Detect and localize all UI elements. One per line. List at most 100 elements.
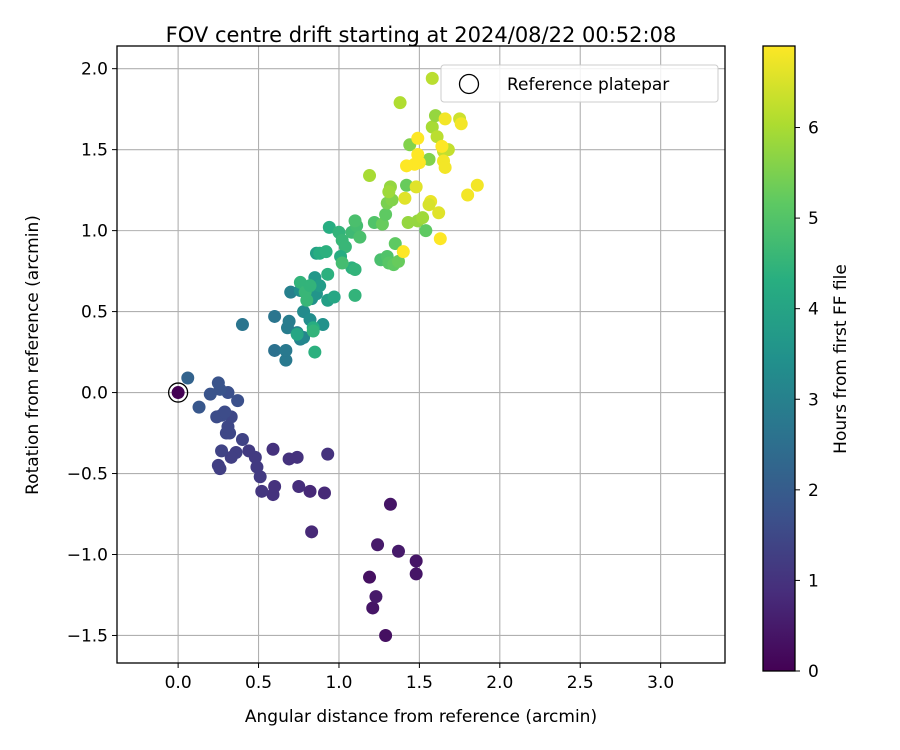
x-axis-label: Angular distance from reference (arcmin) — [245, 707, 597, 727]
scatter-point — [224, 450, 238, 464]
x-tick-label: 3.0 — [647, 673, 674, 693]
colorbar-gradient — [762, 45, 796, 672]
scatter-point — [203, 387, 217, 401]
scatter-point — [382, 185, 396, 199]
scatter-point — [284, 285, 298, 299]
legend-box — [440, 64, 719, 103]
scatter-point — [400, 178, 414, 192]
scatter-point — [369, 590, 383, 604]
scatter-point — [348, 262, 362, 276]
scatter-point — [215, 444, 229, 458]
scatter-point — [401, 216, 415, 230]
reference-point — [167, 382, 189, 403]
y-axis-label: Rotation from reference (arcmin) — [23, 215, 43, 495]
colorbar: 0 1 2 3 4 5 6 Hours from first FF file — [762, 45, 851, 682]
scatter-point — [353, 230, 367, 244]
scatter-point — [322, 220, 336, 234]
scatter-point — [303, 484, 317, 498]
scatter-point — [242, 444, 256, 458]
scatter-point — [391, 254, 405, 268]
legend-label: Reference platepar — [507, 75, 669, 95]
scatter-point — [398, 191, 412, 205]
colorbar-tick-label: 5 — [808, 209, 819, 229]
scatter-point — [327, 290, 341, 304]
plot-frame — [116, 45, 726, 664]
colorbar-tick-label: 6 — [808, 119, 819, 139]
colorbar-tick-label: 0 — [808, 662, 819, 682]
scatter-point — [192, 400, 206, 414]
scatter-point — [383, 497, 397, 511]
scatter-point — [433, 232, 447, 246]
y-axis-ticks: −1.5 −1.0 −0.5 0.0 0.5 1.0 1.5 2.0 — [67, 60, 117, 646]
y-tick-label: −0.5 — [67, 465, 108, 485]
scatter-point — [348, 214, 362, 228]
scatter-point — [335, 256, 349, 270]
scatter-point — [416, 211, 430, 225]
scatter-point — [308, 345, 322, 359]
scatter-point — [317, 486, 331, 500]
y-tick-label: 0.5 — [81, 303, 108, 323]
scatter-point — [388, 237, 402, 251]
scatter-point — [409, 554, 423, 568]
legend: Reference platepar — [440, 64, 719, 103]
x-tick-label: 2.5 — [567, 673, 594, 693]
x-tick-label: 0.5 — [245, 673, 272, 693]
scatter-point — [438, 160, 452, 174]
colorbar-tick-label: 1 — [808, 571, 819, 591]
scatter-point — [432, 206, 446, 220]
colorbar-tick-label: 3 — [808, 390, 819, 410]
scatter-point — [454, 117, 468, 131]
scatter-point — [266, 442, 280, 456]
scatter-point — [319, 245, 333, 259]
scatter-point — [231, 394, 245, 408]
scatter-point — [213, 462, 227, 476]
colorbar-tick-label: 2 — [808, 481, 819, 501]
x-axis-ticks: 0.0 0.5 1.0 1.5 2.0 2.5 3.0 — [165, 663, 674, 693]
scatter-point — [409, 567, 423, 581]
scatter-point — [409, 180, 423, 194]
scatter-point — [250, 460, 264, 474]
chart-title: FOV centre drift starting at 2024/08/22 … — [166, 23, 677, 47]
x-tick-label: 1.5 — [406, 673, 433, 693]
scatter-point — [419, 224, 433, 238]
y-tick-label: −1.0 — [67, 545, 108, 565]
y-tick-label: −1.5 — [67, 626, 108, 646]
scatter-point — [411, 131, 425, 145]
scatter-point — [461, 188, 475, 202]
scatter-point — [279, 343, 293, 357]
scatter-point — [435, 139, 449, 153]
data-points — [171, 71, 484, 642]
scatter-point — [282, 314, 296, 328]
scatter-point — [470, 178, 484, 192]
scatter-point — [306, 324, 320, 338]
scatter-point — [425, 120, 439, 134]
scatter-point — [235, 433, 249, 447]
x-tick-label: 0.0 — [165, 673, 192, 693]
scatter-point — [282, 452, 296, 466]
scatter-point — [305, 525, 319, 539]
scatter-point — [366, 601, 380, 615]
y-tick-label: 1.0 — [81, 222, 108, 242]
scatter-point — [279, 353, 293, 367]
x-tick-label: 1.0 — [325, 673, 352, 693]
scatter-point — [391, 544, 405, 558]
scatter-point — [290, 327, 304, 341]
scatter-point — [438, 112, 452, 126]
scatter-point — [218, 405, 232, 419]
scatter-point — [371, 538, 385, 552]
scatter-point — [363, 169, 377, 183]
reference-marker — [167, 382, 189, 403]
scatter-point — [211, 376, 225, 390]
legend-marker — [458, 73, 480, 95]
scatter-point — [321, 267, 335, 281]
scatter-point — [171, 386, 185, 400]
scatter-point — [292, 479, 306, 493]
scatter-point — [400, 159, 414, 173]
scatter-point — [268, 309, 282, 323]
scatter-point — [255, 484, 269, 498]
scatter-point — [379, 628, 393, 642]
scatter-point — [181, 371, 195, 385]
scatter-point — [300, 293, 314, 307]
scatter-point — [430, 130, 444, 144]
scatter-point — [268, 479, 282, 493]
